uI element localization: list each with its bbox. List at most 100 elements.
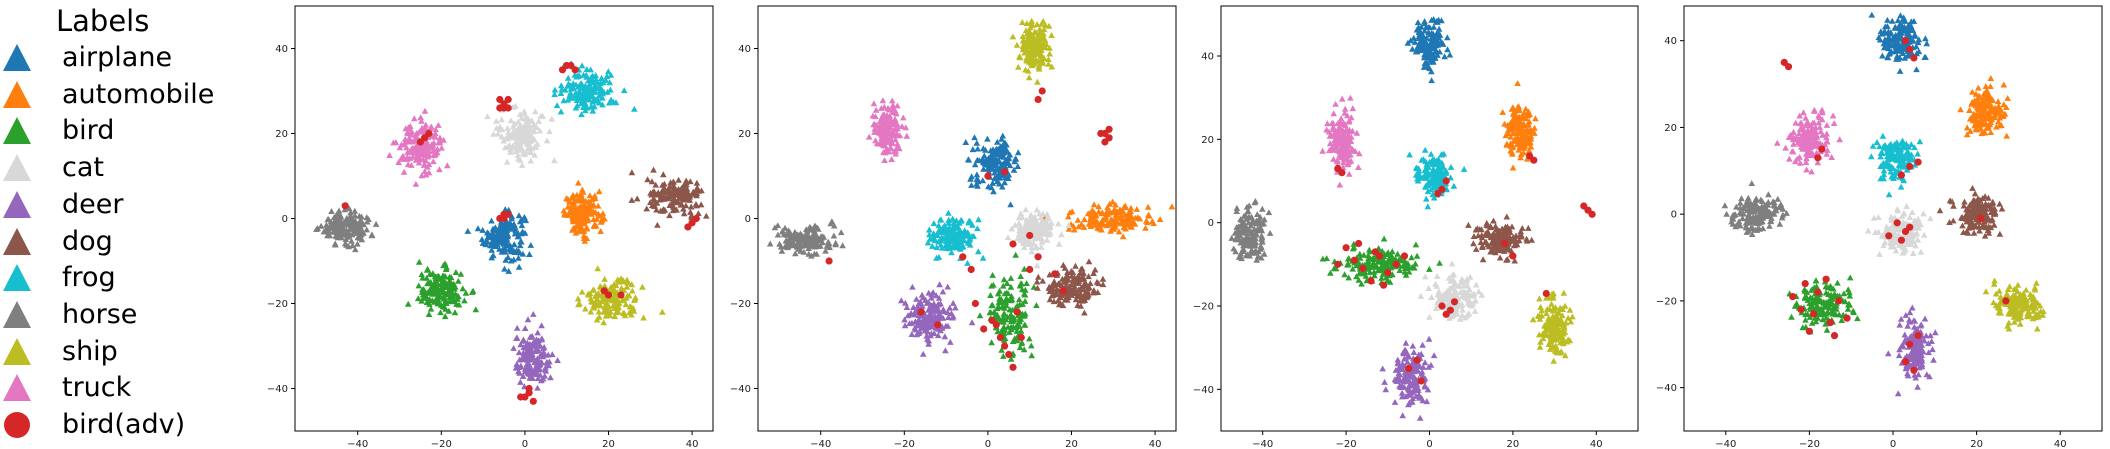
data-point bbox=[1910, 37, 1917, 44]
data-point bbox=[618, 284, 625, 291]
data-point bbox=[937, 228, 944, 235]
data-point bbox=[1236, 252, 1244, 259]
data-point bbox=[935, 294, 943, 301]
data-point bbox=[566, 197, 573, 204]
data-point bbox=[1090, 201, 1098, 208]
data-point bbox=[610, 281, 618, 287]
data-point bbox=[1003, 295, 1010, 301]
data-point bbox=[1445, 274, 1453, 281]
data-point bbox=[1040, 26, 1048, 33]
data-point bbox=[1969, 113, 1977, 120]
data-point bbox=[1536, 315, 1544, 322]
data-point bbox=[1087, 280, 1094, 286]
data-point bbox=[1329, 120, 1337, 127]
data-point bbox=[1350, 147, 1357, 154]
data-point bbox=[1421, 51, 1428, 58]
data-point bbox=[1966, 107, 1973, 113]
data-point bbox=[541, 372, 548, 379]
data-point bbox=[1968, 100, 1975, 107]
data-point bbox=[929, 242, 936, 249]
data-point bbox=[1875, 34, 1883, 41]
data-point bbox=[1006, 151, 1014, 158]
data-point bbox=[520, 344, 528, 351]
data-point bbox=[1430, 23, 1438, 30]
data-point bbox=[1490, 217, 1497, 224]
data-point bbox=[974, 145, 981, 152]
data-point bbox=[1392, 255, 1399, 262]
data-point bbox=[1402, 339, 1410, 346]
data-point bbox=[669, 178, 677, 185]
data-point bbox=[1353, 129, 1361, 136]
data-point bbox=[434, 290, 441, 297]
data-point bbox=[917, 298, 924, 305]
data-point bbox=[1503, 213, 1511, 220]
data-point bbox=[1028, 352, 1035, 359]
data-point bbox=[994, 328, 1001, 335]
y-tick-label: 20 bbox=[738, 129, 751, 140]
data-point bbox=[1404, 39, 1412, 46]
data-point bbox=[513, 324, 521, 331]
data-point bbox=[1539, 335, 1547, 342]
data-point bbox=[534, 384, 541, 391]
data-point bbox=[795, 235, 803, 242]
data-point bbox=[923, 300, 931, 306]
data-point bbox=[432, 133, 439, 140]
data-point bbox=[510, 345, 517, 351]
data-point bbox=[598, 86, 605, 93]
data-point bbox=[574, 209, 582, 216]
data-point bbox=[998, 298, 1006, 305]
data-point bbox=[434, 145, 441, 152]
data-point bbox=[1112, 213, 1120, 220]
data-point bbox=[1509, 164, 1517, 171]
data-point bbox=[409, 138, 416, 145]
data-point bbox=[440, 262, 447, 269]
data-point bbox=[619, 278, 626, 285]
data-point bbox=[1074, 216, 1082, 223]
data-point bbox=[1065, 213, 1072, 220]
data-point bbox=[535, 117, 543, 124]
data-point bbox=[1020, 45, 1027, 52]
data-point bbox=[601, 215, 608, 222]
data-point bbox=[521, 115, 529, 122]
data-point bbox=[1909, 27, 1917, 33]
data-point-adv bbox=[1392, 260, 1400, 268]
data-point bbox=[538, 322, 545, 329]
data-point bbox=[577, 204, 585, 211]
data-point bbox=[1492, 223, 1499, 229]
data-point bbox=[1055, 240, 1063, 247]
data-point bbox=[500, 137, 507, 144]
data-point bbox=[1023, 56, 1030, 63]
data-point bbox=[530, 121, 537, 128]
data-point bbox=[903, 132, 911, 139]
data-point bbox=[1046, 296, 1054, 303]
data-point bbox=[1446, 51, 1454, 58]
data-point bbox=[1034, 284, 1041, 291]
data-point bbox=[652, 181, 659, 188]
data-point bbox=[1969, 88, 1976, 95]
data-point bbox=[564, 203, 572, 210]
triangle-marker-icon bbox=[3, 337, 31, 365]
data-point bbox=[1886, 30, 1894, 37]
data-point bbox=[417, 114, 424, 121]
data-point bbox=[1022, 220, 1030, 227]
y-tick-label: −40 bbox=[730, 384, 751, 395]
data-point bbox=[1093, 278, 1101, 285]
data-point bbox=[1415, 165, 1422, 172]
data-point bbox=[355, 224, 363, 231]
data-point bbox=[572, 81, 580, 88]
data-point bbox=[1409, 388, 1416, 395]
data-point bbox=[584, 215, 592, 222]
data-point bbox=[988, 282, 995, 289]
data-point-adv bbox=[1405, 364, 1413, 373]
data-point bbox=[1012, 324, 1020, 331]
data-point bbox=[1415, 391, 1423, 398]
data-point bbox=[1501, 120, 1508, 127]
data-point bbox=[1923, 40, 1931, 47]
data-point bbox=[1465, 310, 1473, 317]
data-point-adv bbox=[1417, 377, 1425, 385]
data-point-adv bbox=[1509, 252, 1517, 260]
data-point bbox=[1551, 321, 1559, 327]
data-point bbox=[1525, 224, 1532, 231]
data-point bbox=[431, 150, 438, 157]
